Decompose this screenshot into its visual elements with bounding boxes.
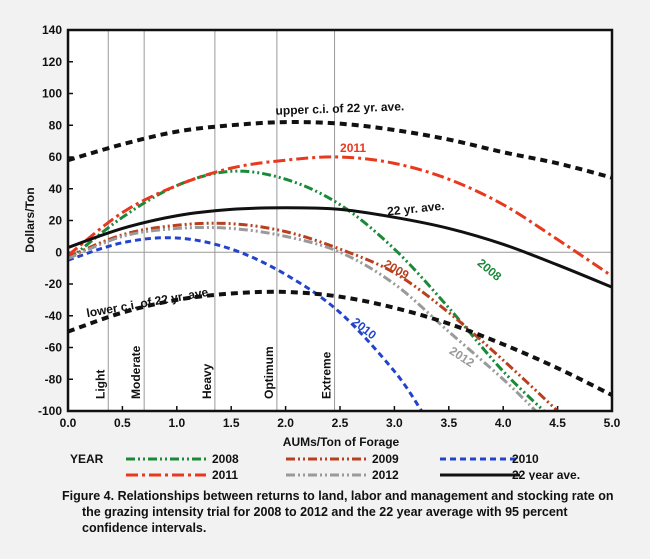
stocking-rate-label-optimum: Optimum (262, 346, 276, 399)
y-tick-label: 120 (42, 55, 62, 69)
x-tick-label: 3.0 (386, 416, 403, 430)
caption-line-2: the grazing intensity trial for 2008 to … (82, 505, 568, 519)
y-tick-label: 0 (55, 245, 62, 259)
x-tick-label: 5.0 (604, 416, 621, 430)
chart: Dollars/Ton AUMs/Ton of Forage YEAR Ligh… (23, 23, 621, 480)
legend-label: 22 year ave. (512, 468, 580, 480)
y-tick-label: -100 (38, 404, 62, 418)
x-tick-label: 4.5 (549, 416, 566, 430)
series-line-upper-c-i-of-22-yr-ave- (68, 120, 612, 180)
stocking-rate-label-heavy: Heavy (200, 363, 214, 399)
y-tick-label: -60 (45, 341, 63, 355)
stocking-rate-label-light: Light (93, 370, 107, 399)
series-line-2010 (68, 236, 423, 411)
curve-annotation: upper c.i. of 22 yr. ave. (275, 99, 404, 117)
x-tick-label: 0.5 (114, 416, 131, 430)
series-line-2012 (68, 225, 537, 411)
y-tick-label: 140 (42, 23, 62, 37)
stocking-rate-label-moderate: Moderate (129, 345, 143, 399)
legend-label: 2008 (212, 452, 239, 466)
series-line-lower-c-i-of-22-yr-ave- (68, 289, 612, 397)
series-group (68, 120, 612, 411)
legend-label: 2012 (372, 468, 399, 480)
legend-title: YEAR (70, 452, 104, 466)
y-tick-label: -20 (45, 277, 63, 291)
y-tick-label: -40 (45, 309, 63, 323)
y-axis-title: Dollars/Ton (23, 187, 37, 252)
y-tick-label: 20 (49, 214, 63, 228)
x-tick-label: 4.0 (495, 416, 512, 430)
legend-label: 2010 (512, 452, 539, 466)
series-line-2009 (68, 221, 559, 411)
x-tick-label: 3.5 (440, 416, 457, 430)
curve-annotation: 2011 (340, 141, 366, 155)
y-tick-label: 100 (42, 87, 62, 101)
x-tick-label: 2.0 (277, 416, 294, 430)
x-tick-label: 1.0 (168, 416, 185, 430)
y-tick-label: 80 (49, 118, 63, 132)
x-axis-title: AUMs/Ton of Forage (283, 435, 400, 449)
legend-label: 2011 (212, 468, 238, 480)
plot-frame (66, 28, 614, 413)
caption-line-3: confidence intervals. (82, 521, 207, 535)
x-tick-label: 0.0 (60, 416, 77, 430)
series-line-2011 (68, 155, 612, 278)
stocking-rate-label-extreme: Extreme (320, 351, 334, 399)
y-tick-label: 40 (49, 182, 63, 196)
series-line-22-year-ave- (68, 206, 612, 289)
x-tick-label: 2.5 (332, 416, 349, 430)
x-tick-label: 1.5 (223, 416, 240, 430)
series-line-2008 (68, 169, 547, 411)
figure-caption: Figure 4. Relationships between returns … (62, 488, 632, 536)
legend-label: 2009 (372, 452, 399, 466)
y-tick-label: 60 (49, 150, 63, 164)
y-tick-label: -80 (45, 372, 63, 386)
caption-line-1: Figure 4. Relationships between returns … (62, 489, 614, 503)
curve-annotation: 22 yr. ave. (386, 199, 445, 219)
